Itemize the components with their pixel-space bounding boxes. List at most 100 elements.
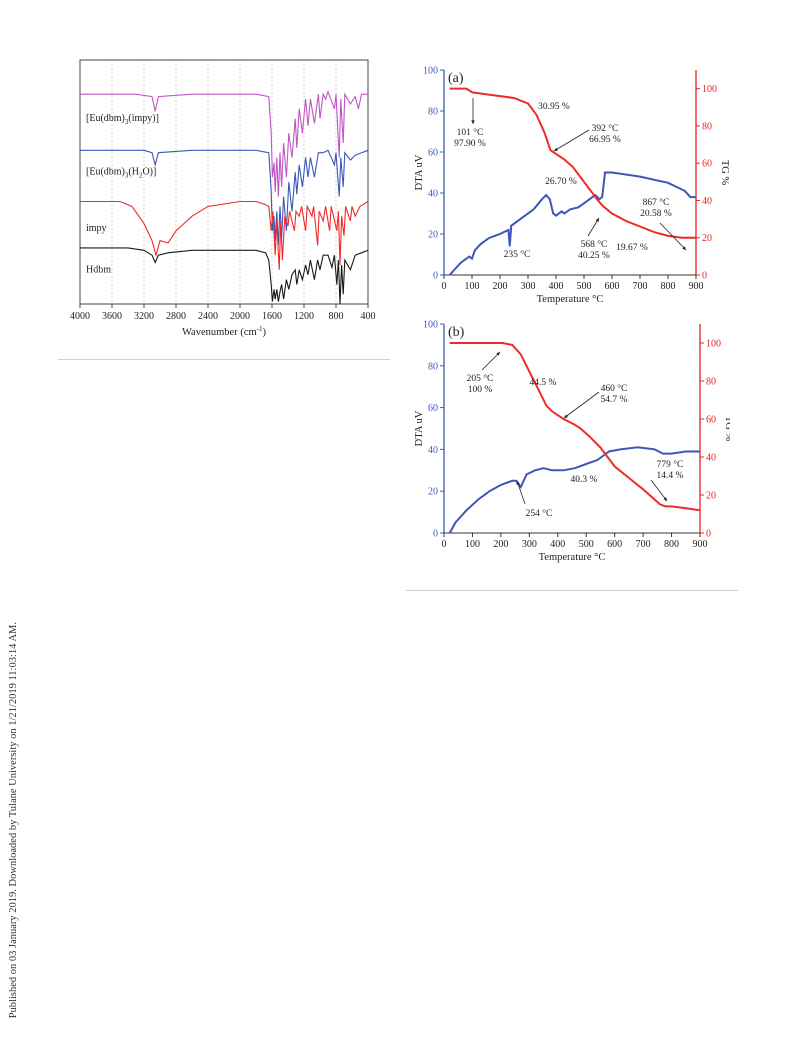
- divider-right: [406, 590, 738, 591]
- tg-y-axis-label: TG %: [719, 160, 730, 186]
- tg-y-tick-label: 0: [706, 529, 711, 540]
- annotation-text: 392 °C: [592, 123, 619, 134]
- x-tick-label: 900: [689, 281, 704, 292]
- x-tick-label: 700: [633, 281, 648, 292]
- ir-x-tick-label: 3200: [134, 311, 154, 322]
- annotation-text: 19.67 %: [616, 243, 648, 253]
- annotation-text: 30.95 %: [538, 102, 570, 112]
- annotation-text: 779 °C: [657, 459, 684, 470]
- annotation-text: 460 °C: [601, 383, 628, 394]
- ir-x-tick-label: 3600: [102, 311, 122, 322]
- panel-label: (a): [448, 71, 464, 86]
- dta-y-tick-label: 80: [428, 361, 438, 372]
- ir-x-axis-label-text: Wavenumber (cm: [182, 327, 257, 337]
- ir-series-line-purple: [80, 90, 368, 197]
- x-tick-label: 800: [661, 281, 676, 292]
- ir-x-tick-label: 1600: [262, 311, 282, 322]
- dta-y-tick-label: 40: [428, 445, 438, 456]
- tg-y-tick-label: 60: [702, 159, 712, 170]
- dta-y-tick-label: 100: [423, 66, 438, 77]
- annotation-text: 66.95 %: [589, 135, 621, 145]
- x-tick-label: 400: [549, 281, 564, 292]
- annotation-text: 54.7 %: [601, 395, 628, 405]
- tg-y-axis-label: TG %: [723, 416, 730, 442]
- tg-dta-chart-b: 0 100 200 300 400 500 600 700 800 900Temperature …: [414, 320, 730, 564]
- dta-y-tick-label: 100: [423, 320, 438, 331]
- x-tick-label: 0: [442, 539, 447, 550]
- annotation-text: 867 °C: [643, 197, 670, 208]
- annotation-text: 568 °C: [581, 239, 608, 250]
- tg-y-tick-label: 20: [706, 491, 716, 502]
- annotation-text: 205 °C: [467, 373, 494, 384]
- ir-series-label-part: (impy)]: [128, 113, 159, 124]
- ir-x-tick-label: 2000: [230, 311, 250, 322]
- annotation-arrowhead: [663, 497, 667, 501]
- ir-spectrum-chart: 4000 3600 3200 2800 2400 2000 1600 1200 800 400 Wa…: [70, 59, 376, 337]
- panel-label: (b): [448, 325, 465, 340]
- ir-x-tick-label: 2800: [166, 311, 186, 322]
- tg-y-tick-label: 40: [706, 453, 716, 464]
- x-axis-label: Temperature °C: [539, 552, 606, 563]
- annotation-text: 254 °C: [526, 508, 553, 519]
- x-tick-label: 300: [522, 539, 537, 550]
- tg-y-tick-label: 40: [702, 196, 712, 207]
- annotation-arrow: [563, 391, 600, 419]
- ir-series-line-blue: [80, 149, 369, 246]
- ir-x-axis-label-sup: -1: [257, 325, 263, 333]
- x-axis-label-text: Temperature: [539, 552, 595, 563]
- annotation-arrow: [659, 222, 687, 251]
- annotation-arrow: [516, 480, 526, 505]
- dta-y-tick-label: 20: [428, 487, 438, 498]
- x-tick-label: 600: [605, 281, 620, 292]
- annotation-arrowhead: [496, 352, 500, 356]
- ir-series-label: impy: [86, 223, 107, 234]
- annotation-text: 44.5 %: [530, 378, 557, 388]
- tg-dta-chart-a: 0 100 200 300 400 500 600 700 800 900Temperature …: [414, 66, 730, 306]
- ir-x-tick-label: 800: [329, 311, 344, 322]
- x-axis-label-text: Temperature: [537, 294, 593, 305]
- series-line-dta: [448, 171, 696, 276]
- series-line-tg: [449, 87, 696, 239]
- annotation-text: 101 °C: [457, 127, 484, 138]
- dta-y-tick-label: 60: [428, 403, 438, 414]
- ir-series-line-red: [80, 200, 369, 270]
- ir-x-axis-label-close: ): [263, 327, 267, 337]
- annotation-text: 40.3 %: [571, 475, 598, 485]
- ir-x-tick-label: 1200: [294, 311, 314, 322]
- tg-y-tick-label: 60: [706, 415, 716, 426]
- annotation-arrowhead: [554, 147, 558, 151]
- annotation-text: 20.58 %: [640, 209, 672, 219]
- x-tick-label: 500: [577, 281, 592, 292]
- tg-y-tick-label: 80: [702, 121, 712, 132]
- ir-series-line-black: [80, 247, 369, 305]
- x-tick-label: 100: [465, 281, 480, 292]
- x-tick-label: 800: [664, 539, 679, 550]
- annotation-arrow: [481, 351, 501, 371]
- x-tick-label: 900: [693, 539, 708, 550]
- ir-series-label-part: (H: [128, 167, 139, 178]
- x-tick-label: 200: [493, 281, 508, 292]
- x-axis-label-unit: °C: [592, 294, 603, 305]
- x-tick-label: 100: [465, 539, 480, 550]
- x-tick-label: 600: [607, 539, 622, 550]
- side-note: Published on 03 January 2019. Downloaded…: [8, 622, 19, 1018]
- series-line-tg: [449, 342, 701, 512]
- tg-y-tick-label: 0: [702, 271, 707, 282]
- dta-y-tick-label: 80: [428, 107, 438, 118]
- series-line-dta: [448, 446, 700, 534]
- dta-y-tick-label: 0: [433, 529, 438, 540]
- ir-series-label-part: 3: [125, 118, 129, 126]
- annotation-text: 235 °C: [504, 249, 531, 260]
- annotation-text: 97.90 %: [454, 139, 486, 149]
- x-tick-label: 500: [579, 539, 594, 550]
- ir-x-tick-label: 400: [361, 311, 376, 322]
- ir-series-label: Hdbm: [86, 264, 111, 275]
- annotation-arrowhead: [682, 246, 686, 250]
- ir-x-axis-label: Wavenumber (cm-1): [182, 325, 267, 337]
- annotation-text: 100 %: [468, 385, 493, 395]
- annotation-arrowhead: [564, 414, 568, 418]
- divider-left: [58, 359, 390, 360]
- annotation-arrowhead: [516, 481, 520, 485]
- ir-series-label: [Eu(dbm)3(impy)]: [86, 113, 159, 126]
- ir-x-tick-label: 2400: [198, 311, 218, 322]
